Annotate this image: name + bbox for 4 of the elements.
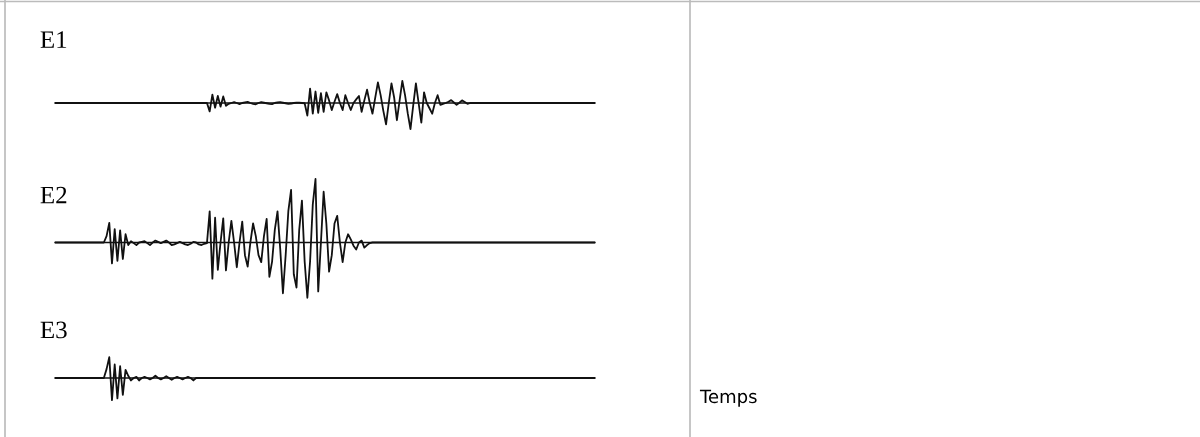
x-axis-title: Temps [699, 389, 757, 407]
chart-title: E3 [40, 321, 67, 339]
chart-title: E1 [40, 31, 67, 48]
chart-title: E2 [40, 186, 67, 204]
